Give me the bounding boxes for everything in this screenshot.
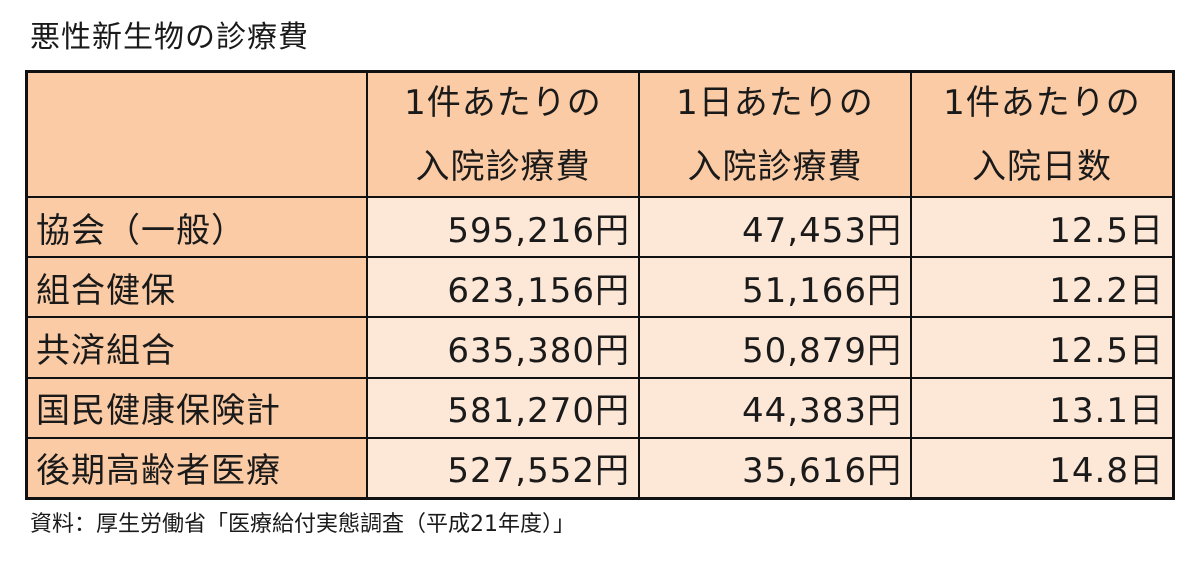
header-line: 入院日数 — [972, 146, 1112, 187]
per-day-cost-cell: 51,166円 — [640, 258, 910, 317]
cost-table: 1件あたりの 入院診療費 1日あたりの 入院診療費 1件あたりの 入院日数 協会… — [25, 70, 1175, 500]
row-label: 組合健保 — [28, 258, 366, 317]
per-day-cost-cell: 44,383円 — [640, 378, 910, 437]
page-title: 悪性新生物の診療費 — [30, 20, 309, 55]
header-days: 1件あたりの 入院日数 — [912, 73, 1172, 196]
row-label: 国民健康保険計 — [28, 378, 366, 437]
header-line: 入院診療費 — [687, 146, 863, 187]
days-cell: 13.1日 — [912, 378, 1172, 437]
per-day-cost-cell: 50,879円 — [640, 318, 910, 377]
header-per-day-cost: 1日あたりの 入院診療費 — [640, 73, 910, 196]
per-day-cost-cell: 47,453円 — [640, 198, 910, 257]
row-label: 協会（一般） — [28, 198, 366, 257]
per-day-cost-cell: 35,616円 — [640, 438, 910, 497]
row-label: 共済組合 — [28, 318, 366, 377]
days-cell: 14.8日 — [912, 438, 1172, 497]
per-case-cost-cell: 635,380円 — [368, 318, 638, 377]
header-corner-cell — [28, 73, 366, 196]
header-line: 1日あたりの — [676, 82, 874, 123]
source-note: 資料：厚生労働省「医療給付実態調査（平成21年度）」 — [30, 512, 575, 537]
per-case-cost-cell: 623,156円 — [368, 258, 638, 317]
header-line: 入院診療費 — [415, 146, 591, 187]
days-cell: 12.2日 — [912, 258, 1172, 317]
per-case-cost-cell: 527,552円 — [368, 438, 638, 497]
days-cell: 12.5日 — [912, 318, 1172, 377]
per-case-cost-cell: 581,270円 — [368, 378, 638, 437]
header-line: 1件あたりの — [404, 82, 602, 123]
row-label: 後期高齢者医療 — [28, 438, 366, 497]
per-case-cost-cell: 595,216円 — [368, 198, 638, 257]
header-per-case-cost: 1件あたりの 入院診療費 — [368, 73, 638, 196]
header-line: 1件あたりの — [943, 82, 1141, 123]
days-cell: 12.5日 — [912, 198, 1172, 257]
